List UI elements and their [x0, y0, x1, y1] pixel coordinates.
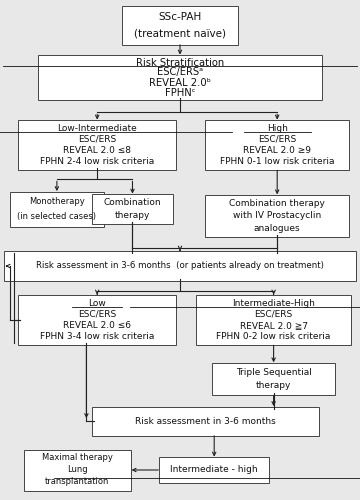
FancyBboxPatch shape: [205, 195, 349, 238]
Text: Risk Stratification: Risk Stratification: [136, 58, 224, 68]
Text: ESC/ERS: ESC/ERS: [258, 135, 296, 144]
Text: High: High: [267, 124, 288, 132]
Text: Risk assessment in 3-6 months  (or patients already on treatment): Risk assessment in 3-6 months (or patien…: [36, 262, 324, 270]
Text: Combination therapy: Combination therapy: [229, 199, 325, 208]
Text: Low: Low: [88, 298, 106, 308]
Text: Intermediate - high: Intermediate - high: [170, 466, 258, 474]
FancyBboxPatch shape: [38, 55, 322, 100]
Text: Maximal therapy: Maximal therapy: [42, 454, 113, 462]
FancyBboxPatch shape: [10, 192, 104, 226]
FancyBboxPatch shape: [205, 120, 349, 170]
FancyBboxPatch shape: [196, 295, 351, 345]
Text: FPHN 2-4 low risk criteria: FPHN 2-4 low risk criteria: [40, 158, 154, 166]
Text: Monotherapy: Monotherapy: [29, 197, 85, 206]
Text: FPHNᶜ: FPHNᶜ: [165, 88, 195, 98]
Text: Combination: Combination: [104, 198, 161, 207]
Text: therapy: therapy: [256, 382, 291, 390]
Text: (in selected cases): (in selected cases): [17, 212, 96, 221]
FancyBboxPatch shape: [18, 120, 176, 170]
Text: FPHN 0-2 low risk criteria: FPHN 0-2 low risk criteria: [216, 332, 331, 342]
Text: (treatment naïve): (treatment naïve): [134, 28, 226, 38]
Text: REVEAL 2.0 ≧7: REVEAL 2.0 ≧7: [240, 321, 307, 330]
Text: ESC/ERS: ESC/ERS: [255, 310, 293, 319]
Text: analogues: analogues: [254, 224, 301, 233]
Text: REVEAL 2.0 ≤8: REVEAL 2.0 ≤8: [63, 146, 131, 155]
FancyBboxPatch shape: [212, 363, 335, 395]
FancyBboxPatch shape: [18, 295, 176, 345]
Text: FPHN 3-4 low risk criteria: FPHN 3-4 low risk criteria: [40, 332, 154, 342]
Text: FPHN 0-1 low risk criteria: FPHN 0-1 low risk criteria: [220, 158, 334, 166]
Text: REVEAL 2.0 ≤6: REVEAL 2.0 ≤6: [63, 321, 131, 330]
Text: REVEAL 2.0 ≥9: REVEAL 2.0 ≥9: [243, 146, 311, 155]
Text: SSc-PAH: SSc-PAH: [158, 12, 202, 22]
Text: Intermediate-High: Intermediate-High: [232, 298, 315, 308]
Text: Triple Sequential: Triple Sequential: [236, 368, 311, 376]
Text: ESC/ERSᵃ: ESC/ERSᵃ: [157, 68, 203, 78]
Text: ESC/ERS: ESC/ERS: [78, 310, 116, 319]
FancyBboxPatch shape: [92, 194, 173, 224]
Text: transplantation: transplantation: [45, 478, 109, 486]
Text: Risk assessment in 3-6 months: Risk assessment in 3-6 months: [135, 416, 275, 426]
Text: Lung: Lung: [67, 466, 88, 474]
Text: with IV Prostacyclin: with IV Prostacyclin: [233, 212, 321, 220]
FancyBboxPatch shape: [24, 450, 130, 490]
Text: REVEAL 2.0ᵇ: REVEAL 2.0ᵇ: [149, 78, 211, 88]
Text: Low-Intermediate: Low-Intermediate: [57, 124, 137, 132]
FancyBboxPatch shape: [4, 251, 356, 281]
Text: ESC/ERS: ESC/ERS: [78, 135, 116, 144]
FancyBboxPatch shape: [92, 406, 319, 436]
FancyBboxPatch shape: [159, 457, 269, 483]
Text: therapy: therapy: [115, 211, 150, 220]
FancyBboxPatch shape: [122, 6, 238, 44]
